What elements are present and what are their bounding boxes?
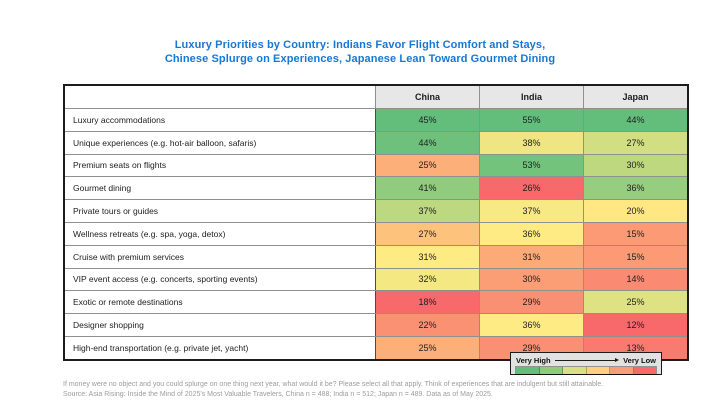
heatmap-cell: 38% <box>479 130 584 155</box>
heatmap-cell: 36% <box>479 313 584 337</box>
heatmap-table: China India Japan Luxury accommodations … <box>63 84 689 361</box>
legend-gradient-bar <box>515 366 657 375</box>
row-label: Designer shopping <box>63 313 376 337</box>
heatmap-cell: 31% <box>375 244 480 269</box>
heatmap-cell: 30% <box>479 267 584 292</box>
heatmap-cell: 27% <box>583 130 689 155</box>
heatmap-cell: 53% <box>479 153 584 178</box>
row-label: VIP event access (e.g. concerts, sportin… <box>63 267 376 292</box>
table-row: Gourmet dining 41% 26% 36% <box>63 176 689 201</box>
table-row: Premium seats on flights 25% 53% 30% <box>63 153 689 178</box>
footnote: If money were no object and you could sp… <box>63 380 603 399</box>
heatmap-cell: 44% <box>375 130 480 155</box>
heatmap-cell: 45% <box>375 108 480 132</box>
header-col-india: India <box>479 84 584 109</box>
row-label: Unique experiences (e.g. hot-air balloon… <box>63 130 376 155</box>
arrow-right-icon <box>554 358 620 362</box>
heatmap-cell: 15% <box>583 244 689 269</box>
heatmap-cell: 31% <box>479 244 584 269</box>
heatmap-cell: 25% <box>375 335 480 361</box>
legend-low-label: Very Low <box>623 355 656 365</box>
heatmap-cell: 44% <box>583 108 689 132</box>
row-label: Cruise with premium services <box>63 244 376 269</box>
heatmap-cell: 37% <box>479 199 584 223</box>
heatmap-cell: 22% <box>375 313 480 337</box>
header-col-japan: Japan <box>583 84 689 109</box>
row-label: Premium seats on flights <box>63 153 376 178</box>
legend-swatch <box>586 367 610 374</box>
legend-swatch <box>516 367 540 374</box>
color-scale-legend: Very High Very Low <box>510 352 662 375</box>
table-row: Wellness retreats (e.g. spa, yoga, detox… <box>63 221 689 246</box>
heatmap-cell: 32% <box>375 267 480 292</box>
table-row: Exotic or remote destinations 18% 29% 25… <box>63 290 689 315</box>
row-label: Exotic or remote destinations <box>63 290 376 315</box>
row-label: Gourmet dining <box>63 176 376 201</box>
header-empty-cell <box>63 84 376 109</box>
heatmap-cell: 12% <box>583 313 689 337</box>
heatmap-cell: 36% <box>583 176 689 201</box>
header-col-china: China <box>375 84 480 109</box>
row-label: High-end transportation (e.g. private je… <box>63 335 376 361</box>
table-row: Luxury accommodations 45% 55% 44% <box>63 108 689 132</box>
heatmap-cell: 37% <box>375 199 480 223</box>
legend-swatch <box>633 367 656 374</box>
chart-title: Luxury Priorities by Country: Indians Fa… <box>0 38 720 66</box>
legend-high-label: Very High <box>516 355 551 365</box>
heatmap-cell: 15% <box>583 221 689 246</box>
chart-title-line2: Chinese Splurge on Experiences, Japanese… <box>164 53 556 65</box>
heatmap-cell: 14% <box>583 267 689 292</box>
heatmap-cell: 55% <box>479 108 584 132</box>
table-row: Unique experiences (e.g. hot-air balloon… <box>63 130 689 155</box>
heatmap-cell: 27% <box>375 221 480 246</box>
heatmap-cell: 18% <box>375 290 480 315</box>
footnote-question: If money were no object and you could sp… <box>63 381 604 388</box>
chart-title-line1: Luxury Priorities by Country: Indians Fa… <box>174 39 546 51</box>
heatmap-cell: 26% <box>479 176 584 201</box>
table-row: Designer shopping 22% 36% 12% <box>63 313 689 337</box>
heatmap-cell: 29% <box>479 290 584 315</box>
legend-swatch <box>563 367 587 374</box>
heatmap-cell: 30% <box>583 153 689 178</box>
table-row: Cruise with premium services 31% 31% 15% <box>63 244 689 269</box>
heatmap-cell: 25% <box>375 153 480 178</box>
legend-swatch <box>539 367 563 374</box>
heatmap-cell: 36% <box>479 221 584 246</box>
table-body: Luxury accommodations 45% 55% 44% Unique… <box>63 108 689 361</box>
legend-swatch <box>610 367 634 374</box>
table-row: VIP event access (e.g. concerts, sportin… <box>63 267 689 292</box>
heatmap-cell: 20% <box>583 199 689 223</box>
row-label: Private tours or guides <box>63 199 376 223</box>
table-row: Private tours or guides 37% 37% 20% <box>63 199 689 223</box>
footnote-source: Source: Asia Rising: Inside the Mind of … <box>63 390 493 398</box>
heatmap-cell: 41% <box>375 176 480 201</box>
row-label: Wellness retreats (e.g. spa, yoga, detox… <box>63 221 376 246</box>
row-label: Luxury accommodations <box>63 108 376 132</box>
header-row: China India Japan <box>63 84 689 109</box>
heatmap-cell: 25% <box>583 290 689 315</box>
